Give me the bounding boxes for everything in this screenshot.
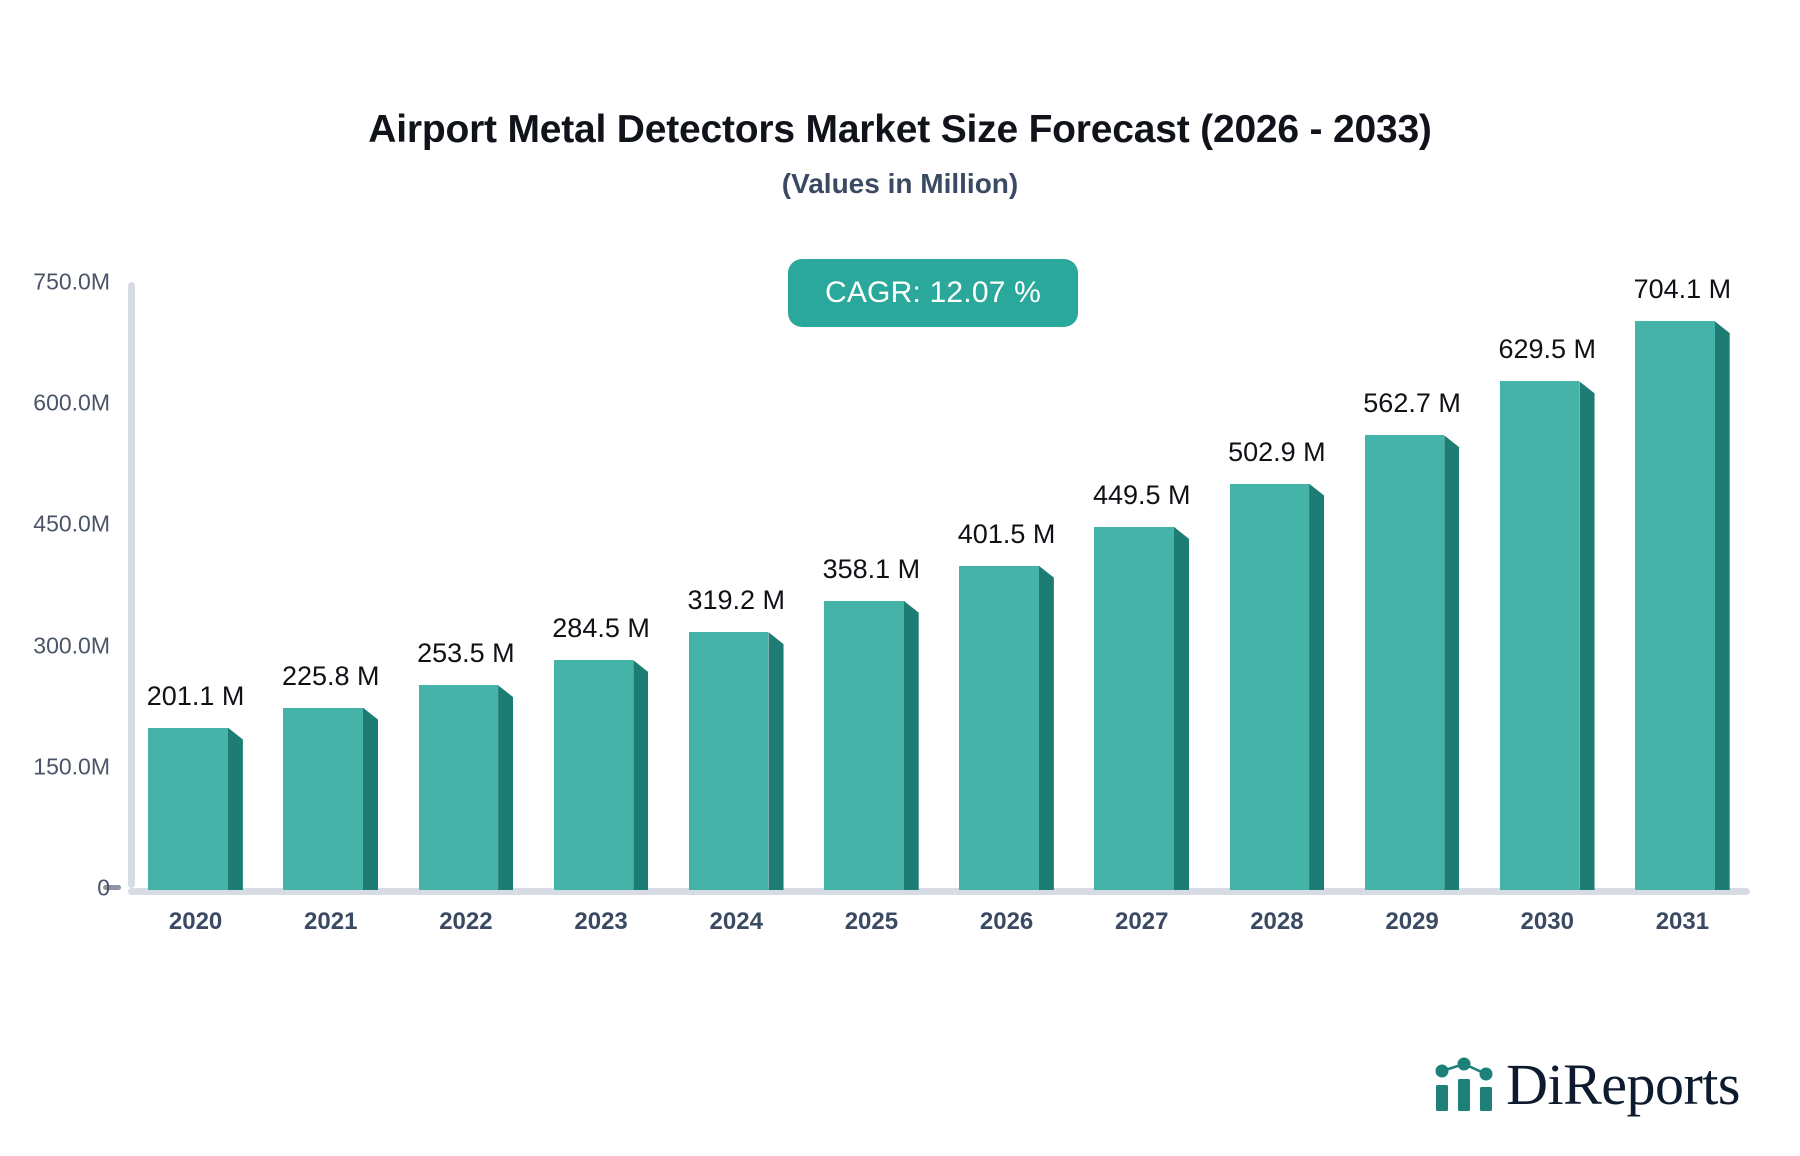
- bar[interactable]: [688, 632, 784, 890]
- bar-front-face: [1499, 381, 1580, 890]
- bar-column[interactable]: 704.1 M: [1634, 274, 1731, 890]
- bar[interactable]: [148, 727, 243, 890]
- bar-front-face: [1094, 526, 1174, 890]
- cagr-badge: CAGR: 12.07 %: [788, 259, 1078, 327]
- bar-value-label: 358.1 M: [822, 553, 921, 584]
- bar-front-face: [283, 707, 363, 890]
- x-axis-tick-label: 2021: [304, 908, 358, 935]
- x-axis-tick-label: 2023: [574, 908, 628, 935]
- bar-front-face: [959, 565, 1039, 890]
- bar-value-label: 449.5 M: [1092, 479, 1191, 510]
- bar[interactable]: [1364, 435, 1460, 890]
- bar-front-face: [553, 660, 634, 890]
- bar[interactable]: [959, 565, 1054, 890]
- bar-front-face: [1635, 321, 1715, 890]
- bar-column[interactable]: 358.1 M: [822, 282, 921, 890]
- x-axis-tick-label: 2024: [709, 908, 763, 935]
- logo-text: DiReports: [1506, 1052, 1740, 1117]
- bar-front-face: [418, 685, 499, 890]
- x-axis-line: [128, 888, 1750, 895]
- bar-column[interactable]: 502.9 M: [1228, 282, 1326, 890]
- bar-series: 201.1 M 225.8 M 253.5 M 284.5 M 319.2 M 358.1…: [128, 274, 1750, 890]
- bar-side-face: [498, 685, 514, 890]
- bar-value-label: 704.1 M: [1633, 274, 1732, 305]
- bar[interactable]: [1229, 483, 1325, 890]
- bar-side-face: [768, 632, 784, 890]
- bar-front-face: [1229, 483, 1310, 890]
- y-axis-tick-label: 600.0M: [33, 389, 110, 416]
- bar-side-face: [362, 707, 379, 890]
- x-axis-tick-label: 2022: [439, 908, 493, 935]
- y-axis-labels: 0 150.0M 300.0M 450.0M 600.0M 750.0M: [0, 269, 110, 901]
- x-axis-tick-label: 2029: [1385, 908, 1439, 935]
- x-axis-tick-label: 2020: [168, 908, 223, 935]
- y-axis-tick-label: 0: [97, 874, 110, 901]
- x-axis-tick-label: 2031: [1655, 908, 1710, 935]
- bar-side-face: [1579, 381, 1595, 890]
- bar-front-face: [148, 727, 228, 890]
- x-axis-tick-label: 2025: [844, 908, 899, 935]
- bar-column[interactable]: 253.5 M: [417, 282, 515, 890]
- bar[interactable]: [283, 707, 379, 890]
- bar[interactable]: [1635, 321, 1730, 890]
- page-title: Airport Metal Detectors Market Size Fore…: [368, 108, 1432, 151]
- bar[interactable]: [553, 660, 649, 890]
- x-axis-tick-label: 2030: [1520, 908, 1574, 935]
- x-axis-tick-label: 2028: [1250, 908, 1304, 935]
- bar-value-label: 401.5 M: [957, 518, 1056, 549]
- bar-value-label: 502.9 M: [1228, 436, 1326, 467]
- bar-column[interactable]: 284.5 M: [552, 282, 650, 890]
- bar-column[interactable]: 562.7 M: [1363, 282, 1461, 890]
- bar-side-face: [227, 727, 243, 890]
- bar-side-face: [1038, 565, 1054, 890]
- bar-value-label: 225.8 M: [281, 660, 380, 691]
- y-axis-tick-label: 300.0M: [33, 632, 110, 659]
- x-axis-labels: 2020 2021 2022 2023 2024 2025 2026 2027 2028 2029…: [128, 908, 1750, 948]
- bar-front-face: [688, 632, 769, 890]
- y-axis-tick-label: 750.0M: [33, 268, 110, 295]
- bar-value-label: 201.1 M: [146, 680, 245, 711]
- bar[interactable]: [418, 685, 514, 890]
- bar-value-label: 562.7 M: [1363, 388, 1461, 419]
- bar-column[interactable]: 401.5 M: [957, 282, 1056, 890]
- y-axis-tick-label: 150.0M: [33, 753, 110, 780]
- bar[interactable]: [1499, 381, 1595, 890]
- bar-value-label: 253.5 M: [417, 638, 515, 669]
- bar-column[interactable]: 201.1 M: [146, 282, 245, 890]
- bar-column[interactable]: 225.8 M: [281, 282, 380, 890]
- y-axis-zero-tick-mark: [103, 885, 121, 890]
- bar-column[interactable]: 449.5 M: [1092, 282, 1191, 890]
- bar-side-face: [1173, 526, 1190, 890]
- bar-value-label: 629.5 M: [1498, 334, 1597, 365]
- x-axis-tick-label: 2026: [979, 908, 1034, 935]
- bar-column[interactable]: 629.5 M: [1498, 282, 1597, 890]
- cagr-badge-label: CAGR: 12.07 %: [824, 276, 1042, 309]
- bar-front-face: [1364, 435, 1445, 890]
- bar-value-label: 319.2 M: [687, 585, 786, 616]
- bar[interactable]: [824, 600, 919, 890]
- bar-column[interactable]: 319.2 M: [687, 282, 786, 890]
- bar-chart-icon: [1435, 1057, 1493, 1111]
- y-axis-line: [128, 282, 135, 888]
- bar-side-face: [1444, 435, 1460, 890]
- bar-side-face: [1309, 483, 1325, 890]
- logo: DiReports: [1434, 1056, 1740, 1114]
- bar-front-face: [824, 600, 904, 890]
- chart-subtitle: (Values in Million): [781, 168, 1019, 199]
- bar[interactable]: [1094, 526, 1190, 890]
- bar-side-face: [633, 660, 649, 890]
- bar-side-face: [1714, 321, 1730, 890]
- x-axis-tick-label: 2027: [1115, 908, 1169, 935]
- bar-side-face: [903, 600, 919, 890]
- bar-value-label: 284.5 M: [552, 613, 650, 644]
- y-axis-tick-label: 450.0M: [33, 510, 110, 537]
